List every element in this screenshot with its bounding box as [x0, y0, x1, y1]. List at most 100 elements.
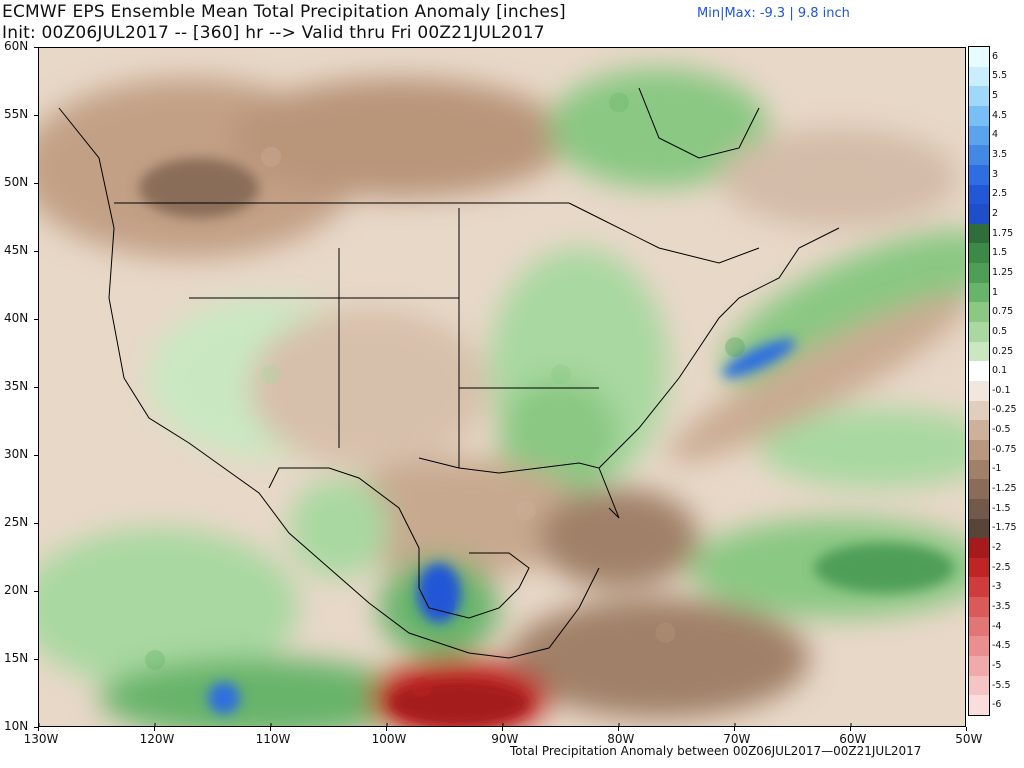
lon-tick-mark: [618, 727, 619, 731]
lat-tick-label: 20N: [4, 583, 29, 597]
anomaly-region-mid-atlantic-offshore-wet: [725, 337, 745, 358]
lat-tick-mark: [34, 183, 38, 184]
lat-tick-mark: [34, 251, 38, 252]
colorbar-swatch: [969, 204, 989, 225]
colorbar-label: -4: [992, 620, 1002, 632]
colorbar-swatch: [969, 47, 989, 68]
lon-tick-mark: [502, 727, 503, 731]
lat-tick-mark: [34, 523, 38, 524]
lat-tick-mark: [34, 387, 38, 388]
lon-tick-label: 130W: [23, 732, 59, 746]
anomaly-field: [39, 68, 965, 726]
colorbar-swatch: [969, 381, 989, 402]
anomaly-region-caribbean-dry: [655, 622, 676, 643]
colorbar-label: -0.5: [992, 424, 1011, 436]
colorbar-swatch: [969, 66, 989, 87]
colorbar-label: -0.1: [992, 384, 1011, 396]
anomaly-region-canadian-prairies-dry: [261, 146, 281, 167]
colorbar-label: -6: [992, 699, 1002, 711]
colorbar-label: 2: [992, 208, 999, 219]
anomaly-region-eastern-pacific-wet: [145, 650, 165, 670]
colorbar-swatch: [969, 439, 989, 461]
colorbar-swatch: [969, 498, 989, 520]
colorbar-swatch: [969, 105, 989, 127]
colorbar-label: 1: [992, 286, 999, 298]
anomaly-region-bay-of-campeche-wet: [435, 595, 455, 616]
colorbar-swatch: [969, 557, 989, 578]
colorbar-label: -1.5: [992, 502, 1011, 514]
colorbar-swatch: [969, 420, 989, 441]
colorbar-swatch: [969, 675, 989, 696]
colorbar-swatch: [969, 479, 989, 500]
colorbar-swatch: [969, 518, 989, 539]
colorbar-swatch: [969, 184, 989, 205]
lon-tick-label: 90W: [491, 732, 519, 746]
colorbar-label: -2: [992, 542, 1002, 553]
colorbar-swatch: [969, 656, 989, 677]
lon-tick-mark: [270, 727, 271, 731]
colorbar-label: 1.5: [992, 247, 1008, 259]
colorbar-swatch: [969, 400, 989, 421]
colorbar-label: -0.75: [992, 443, 1017, 455]
colorbar-label: 2.5: [992, 188, 1008, 200]
colorbar-swatch: [969, 577, 989, 598]
map-graticule: [39, 723, 852, 726]
colorbar-swatch: [969, 164, 989, 186]
colorbar-swatch: [969, 322, 989, 343]
lat-tick-label: 50N: [4, 175, 29, 189]
lat-tick-mark: [34, 115, 38, 116]
colorbar-swatch: [969, 695, 989, 716]
colorbar-swatch: [969, 125, 989, 146]
lat-tick-label: 55N: [4, 107, 29, 121]
colorbar-label: -0.25: [992, 404, 1017, 416]
colorbar-label: 3.5: [992, 149, 1008, 161]
colorbar-swatch: [969, 597, 989, 618]
footer-caption: Total Precipitation Anomaly between 00Z0…: [510, 744, 922, 758]
colorbar-label: 3: [992, 168, 999, 180]
lon-tick-mark: [734, 727, 735, 731]
lon-tick-label: 120W: [139, 732, 175, 746]
lat-tick-label: 15N: [4, 651, 29, 665]
colorbar-label: -5.5: [992, 679, 1011, 691]
colorbar-label: 6: [992, 50, 999, 62]
lat-tick-label: 10N: [4, 719, 29, 733]
anomaly-region-hudson-bay-wet: [609, 92, 629, 113]
anomaly-region-eastern-us-wet: [551, 364, 571, 385]
lat-tick-label: 25N: [4, 515, 29, 529]
colorbar-label: -3.5: [992, 600, 1011, 612]
colorbar-label: 0.1: [992, 365, 1008, 377]
lon-tick-mark: [154, 727, 155, 731]
colorbar-label: 1.75: [992, 227, 1014, 239]
colorbar-swatch: [969, 302, 989, 323]
lat-tick-mark: [34, 455, 38, 456]
lat-tick-label: 60N: [4, 39, 29, 53]
colorbar-swatch: [969, 616, 989, 637]
colorbar-label: 5: [992, 90, 999, 102]
lon-tick-mark: [386, 727, 387, 731]
anomaly-region-southwest-monsoon-wet: [261, 364, 281, 385]
lat-tick-label: 45N: [4, 243, 29, 257]
colorbar-label: -1: [992, 463, 1002, 475]
colorbar-swatch: [969, 538, 989, 559]
colorbar-label: -5: [992, 659, 1002, 671]
map-panel: [38, 47, 966, 727]
colorbar-swatch: [969, 282, 989, 303]
precip-anomaly-map: [39, 48, 965, 726]
min-max-readout: Min|Max: -9.3 | 9.8 inch: [697, 6, 850, 21]
colorbar-label: -3: [992, 581, 1002, 593]
colorbar-swatch: [969, 263, 989, 284]
colorbar-swatch: [969, 636, 989, 657]
lon-tick-label: 50W: [955, 732, 983, 746]
init-valid-line: Init: 00Z06JUL2017 -- [360] hr --> Valid…: [2, 23, 545, 43]
lon-tick-label: 80W: [607, 732, 635, 746]
lat-tick-mark: [34, 659, 38, 660]
colorbar-label: -4.5: [992, 640, 1011, 652]
anomaly-region-central-america-pacific-dry: [411, 677, 432, 698]
colorbar-label: 1.25: [992, 266, 1014, 278]
lon-tick-mark: [850, 727, 851, 731]
lon-tick-label: 60W: [839, 732, 867, 746]
colorbar: [968, 46, 990, 716]
anomaly-region-gulf-of-mexico-dry: [516, 500, 537, 521]
colorbar-label: -2.5: [992, 561, 1011, 573]
colorbar-swatch: [969, 86, 989, 107]
